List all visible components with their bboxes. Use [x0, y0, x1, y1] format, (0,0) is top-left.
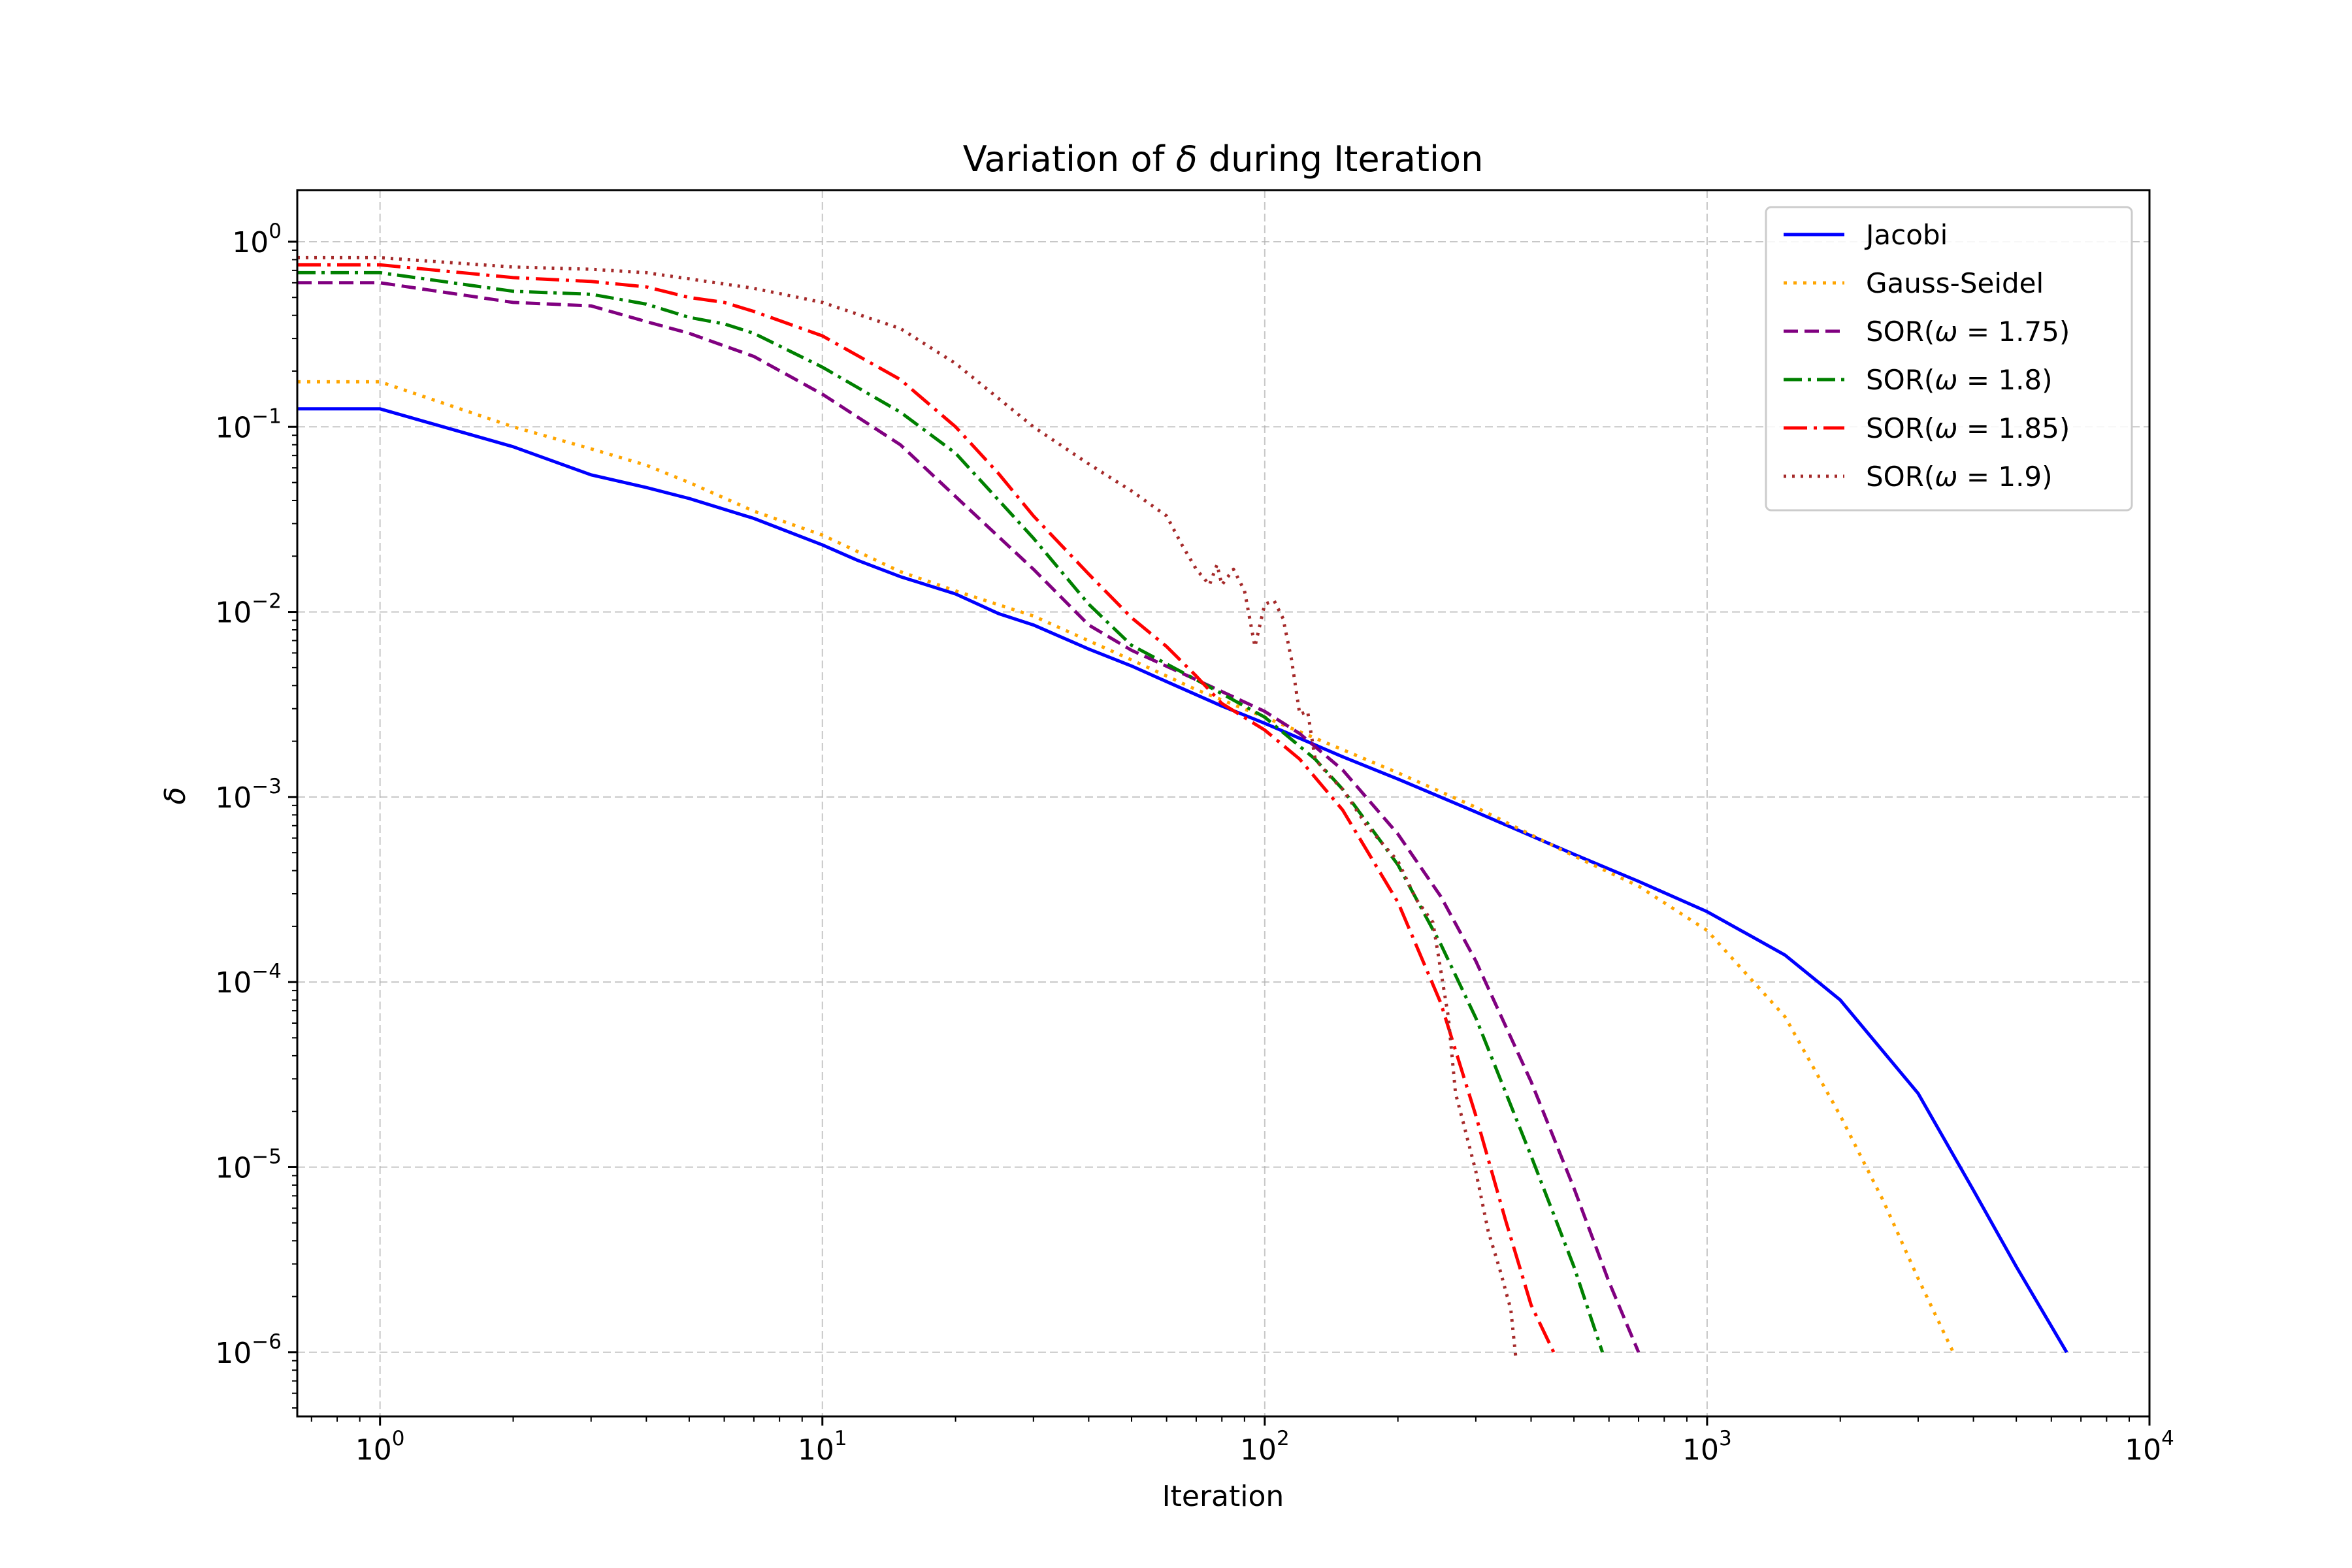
y-tick-label: 100	[232, 220, 282, 259]
legend-box	[1765, 206, 2133, 512]
series-line-2	[297, 281, 1641, 1353]
x-tick-label: 101	[798, 1427, 847, 1467]
legend-label-1: Gauss-Seidel	[1866, 267, 2044, 299]
y-tick-label: 10−5	[215, 1145, 282, 1184]
legend-label-4: SOR(ω = 1.85)	[1866, 412, 2070, 444]
plot-frame	[296, 189, 2151, 1418]
plot-area	[297, 255, 2068, 1361]
legend: Jacobi Gauss-Seidel SOR(ω = 1.75) SOR(ω = 1…	[1765, 206, 2133, 512]
y-tick-label: 10−2	[215, 590, 282, 630]
series-line-5	[297, 255, 1518, 1361]
axes: 100 101 102 103 104 100 10−1 10−2 10−3 10−4 10−5 10…	[215, 220, 2174, 1467]
y-axis-label: δ	[159, 787, 192, 805]
series-line-1	[297, 380, 1955, 1353]
series-line-0	[297, 407, 2068, 1354]
legend-label-0: Jacobi	[1864, 219, 1948, 251]
y-tick-label: 10−6	[215, 1330, 282, 1370]
chart-title: Variation of δ during Iteration	[963, 139, 1484, 180]
legend-label-5: SOR(ω = 1.9)	[1866, 461, 2053, 493]
x-tick-label: 102	[1240, 1427, 1290, 1467]
x-tick-label: 103	[1682, 1427, 1732, 1467]
legend-label-3: SOR(ω = 1.8)	[1866, 364, 2053, 396]
y-tick-label: 10−3	[215, 775, 282, 815]
series-line-4	[297, 263, 1556, 1353]
y-tick-label: 10−4	[215, 960, 282, 1000]
legend-label-2: SOR(ω = 1.75)	[1866, 316, 2070, 348]
x-tick-label: 104	[2125, 1427, 2174, 1467]
series-line-3	[297, 270, 1605, 1353]
y-tick-label: 10−1	[215, 404, 282, 444]
x-axis-label: Iteration	[1162, 1480, 1284, 1513]
x-tick-label: 100	[355, 1427, 405, 1467]
